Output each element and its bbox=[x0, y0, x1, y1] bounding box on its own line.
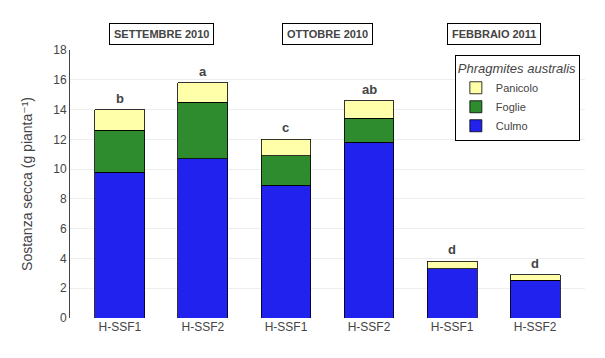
svg-text:H-SSF1: H-SSF1 bbox=[265, 320, 308, 334]
svg-text:10: 10 bbox=[53, 162, 67, 176]
svg-text:Foglie: Foglie bbox=[496, 101, 526, 113]
svg-text:SETTEMBRE 2010: SETTEMBRE 2010 bbox=[114, 28, 209, 40]
svg-text:Panicolo: Panicolo bbox=[496, 82, 538, 94]
svg-text:FEBBRAIO 2011: FEBBRAIO 2011 bbox=[452, 28, 536, 40]
svg-text:Phragmites australis: Phragmites australis bbox=[458, 61, 576, 76]
svg-text:H-SSF2: H-SSF2 bbox=[348, 320, 391, 334]
svg-text:H-SSF1: H-SSF1 bbox=[98, 320, 141, 334]
svg-text:b: b bbox=[116, 91, 124, 106]
svg-text:H-SSF2: H-SSF2 bbox=[182, 320, 225, 334]
svg-text:18: 18 bbox=[53, 43, 67, 57]
svg-text:6: 6 bbox=[60, 222, 67, 236]
svg-text:14: 14 bbox=[53, 103, 67, 117]
svg-text:Culmo: Culmo bbox=[496, 120, 528, 132]
svg-text:H-SSF1: H-SSF1 bbox=[431, 320, 474, 334]
svg-text:ab: ab bbox=[362, 82, 377, 97]
svg-text:a: a bbox=[199, 64, 207, 79]
svg-text:c: c bbox=[282, 120, 289, 135]
svg-text:12: 12 bbox=[53, 133, 67, 147]
svg-text:0: 0 bbox=[60, 311, 67, 325]
svg-text:d: d bbox=[448, 242, 456, 257]
svg-text:4: 4 bbox=[60, 252, 67, 266]
svg-text:H-SSF2: H-SSF2 bbox=[514, 320, 557, 334]
svg-text:d: d bbox=[531, 256, 539, 271]
svg-text:8: 8 bbox=[60, 192, 67, 206]
svg-text:2: 2 bbox=[60, 281, 67, 295]
svg-text:OTTOBRE 2010: OTTOBRE 2010 bbox=[287, 28, 368, 40]
svg-text:16: 16 bbox=[53, 73, 67, 87]
svg-text:Sostanza secca (g pianta⁻¹): Sostanza secca (g pianta⁻¹) bbox=[19, 97, 35, 271]
